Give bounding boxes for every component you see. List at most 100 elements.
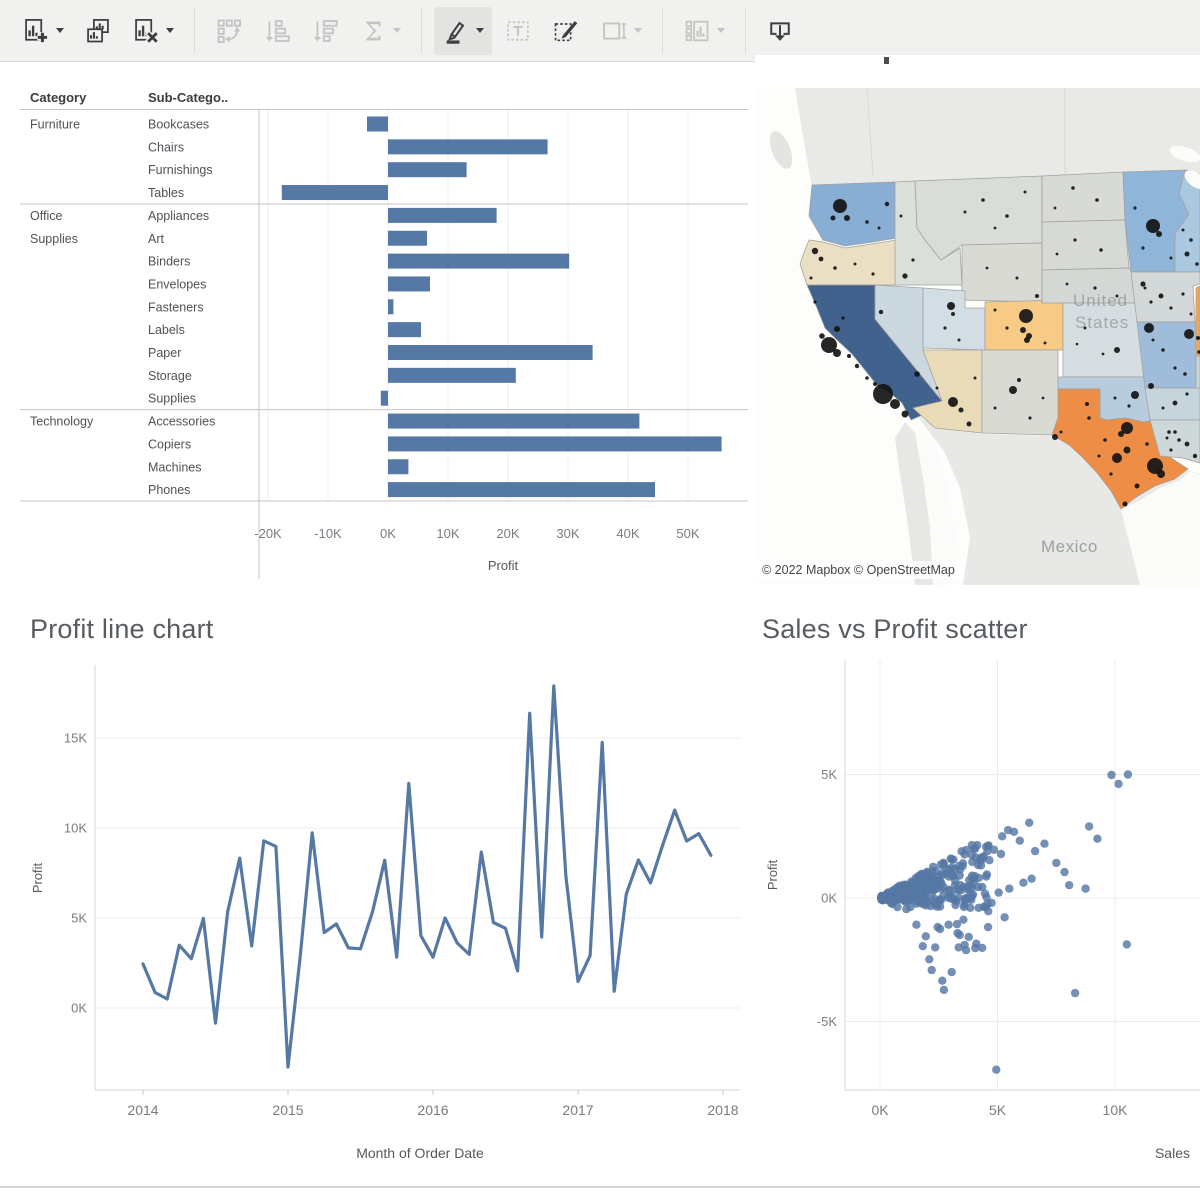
scatter-mark[interactable] <box>938 869 947 878</box>
city-mark[interactable] <box>1133 206 1137 210</box>
city-mark[interactable] <box>847 354 851 358</box>
city-mark[interactable] <box>1185 392 1189 396</box>
city-mark[interactable] <box>1189 238 1193 242</box>
city-mark[interactable] <box>1140 281 1146 287</box>
bar-mark-furnishings[interactable] <box>388 162 467 178</box>
state-wisconsin[interactable] <box>1174 169 1200 273</box>
bar-mark-appliances[interactable] <box>388 207 497 223</box>
city-mark[interactable] <box>1169 256 1173 260</box>
scatter-mark[interactable] <box>982 870 992 879</box>
city-mark[interactable] <box>1005 326 1009 330</box>
bar-mark-supplies[interactable] <box>380 390 388 406</box>
state-texas[interactable] <box>1051 388 1189 510</box>
city-mark[interactable] <box>865 376 869 380</box>
scatter-mark[interactable] <box>1107 770 1116 780</box>
city-mark[interactable] <box>1073 238 1077 242</box>
city-mark[interactable] <box>834 326 840 332</box>
scatter-mark[interactable] <box>1122 940 1131 949</box>
city-mark[interactable] <box>1005 214 1009 218</box>
city-mark[interactable] <box>1149 300 1153 304</box>
city-mark[interactable] <box>1059 430 1063 434</box>
city-mark[interactable] <box>1017 378 1021 382</box>
city-mark[interactable] <box>943 326 947 330</box>
scatter-mark[interactable] <box>992 1065 1001 1074</box>
city-mark[interactable] <box>1118 431 1124 437</box>
city-mark[interactable] <box>1109 472 1113 476</box>
city-mark[interactable] <box>948 397 958 407</box>
city-mark[interactable] <box>1083 326 1087 330</box>
scatter-mark[interactable] <box>959 915 968 924</box>
scatter-mark[interactable] <box>952 919 962 929</box>
scatter-mark[interactable] <box>1040 839 1049 848</box>
city-mark[interactable] <box>873 382 877 386</box>
city-mark[interactable] <box>1177 438 1181 442</box>
city-mark[interactable] <box>1103 438 1107 442</box>
scatter-mark[interactable] <box>912 920 921 929</box>
city-mark[interactable] <box>1181 292 1185 296</box>
city-mark[interactable] <box>966 421 972 427</box>
city-mark[interactable] <box>1055 252 1059 256</box>
city-mark[interactable] <box>1101 352 1105 356</box>
bar-mark-binders[interactable] <box>388 253 570 269</box>
city-mark[interactable] <box>935 386 939 390</box>
city-mark[interactable] <box>833 349 841 357</box>
scatter-mark[interactable] <box>925 955 934 964</box>
city-mark[interactable] <box>993 406 997 410</box>
city-mark[interactable] <box>1169 306 1173 310</box>
city-mark[interactable] <box>819 333 825 339</box>
state-louisiana[interactable] <box>1149 419 1200 464</box>
city-mark[interactable] <box>1131 391 1139 399</box>
city-mark[interactable] <box>1172 400 1178 406</box>
city-mark[interactable] <box>1134 483 1140 489</box>
city-mark[interactable] <box>890 399 900 409</box>
scatter-mark[interactable] <box>958 862 967 871</box>
city-mark[interactable] <box>1173 430 1177 434</box>
city-mark[interactable] <box>1115 294 1119 298</box>
city-mark[interactable] <box>911 258 915 262</box>
state-south-dakota[interactable] <box>1041 219 1130 271</box>
scatter-mark[interactable] <box>921 932 930 941</box>
city-mark[interactable] <box>1112 453 1122 463</box>
scatter-mark[interactable] <box>1025 818 1034 827</box>
scatter-mark[interactable] <box>1027 874 1036 883</box>
scatter-mark[interactable] <box>947 967 956 977</box>
bar-mark-tables[interactable] <box>281 185 388 201</box>
scatter-mark[interactable] <box>978 882 987 892</box>
scatter-mark[interactable] <box>944 920 953 929</box>
city-mark[interactable] <box>821 337 837 353</box>
city-mark[interactable] <box>963 210 967 214</box>
scatter-mark[interactable] <box>964 932 973 942</box>
city-mark[interactable] <box>1023 190 1027 194</box>
scatter-mark[interactable] <box>935 876 944 885</box>
scatter-mark[interactable] <box>931 943 940 952</box>
scatter-mark[interactable] <box>968 874 977 883</box>
scatter-mark[interactable] <box>965 889 974 899</box>
city-mark[interactable] <box>1041 396 1045 400</box>
city-mark[interactable] <box>981 198 985 202</box>
scatter-mark[interactable] <box>987 898 996 908</box>
scatter-mark[interactable] <box>1065 881 1074 890</box>
city-mark[interactable] <box>1184 251 1190 257</box>
scatter-mark[interactable] <box>1123 770 1133 779</box>
scatter-mark[interactable] <box>918 871 927 880</box>
city-mark[interactable] <box>958 407 964 413</box>
city-mark[interactable] <box>833 199 847 213</box>
city-mark[interactable] <box>1123 446 1131 454</box>
scatter-marks[interactable] <box>877 770 1133 1074</box>
city-mark[interactable] <box>1097 454 1101 458</box>
bar-mark-copiers[interactable] <box>388 436 722 452</box>
city-mark[interactable] <box>901 410 909 418</box>
scatter-mark[interactable] <box>927 965 936 975</box>
scatter-mark[interactable] <box>1060 867 1069 877</box>
city-mark[interactable] <box>1024 337 1030 343</box>
scatter-mark[interactable] <box>888 896 897 906</box>
scatter-mark[interactable] <box>888 889 897 898</box>
scatter-mark[interactable] <box>938 976 947 985</box>
city-mark[interactable] <box>1020 327 1026 333</box>
bar-mark-machines[interactable] <box>388 459 409 475</box>
city-mark[interactable] <box>1071 186 1075 190</box>
city-mark[interactable] <box>865 220 869 224</box>
state-north-dakota[interactable] <box>1041 171 1126 223</box>
city-mark[interactable] <box>1093 286 1097 290</box>
city-mark[interactable] <box>1065 282 1069 286</box>
